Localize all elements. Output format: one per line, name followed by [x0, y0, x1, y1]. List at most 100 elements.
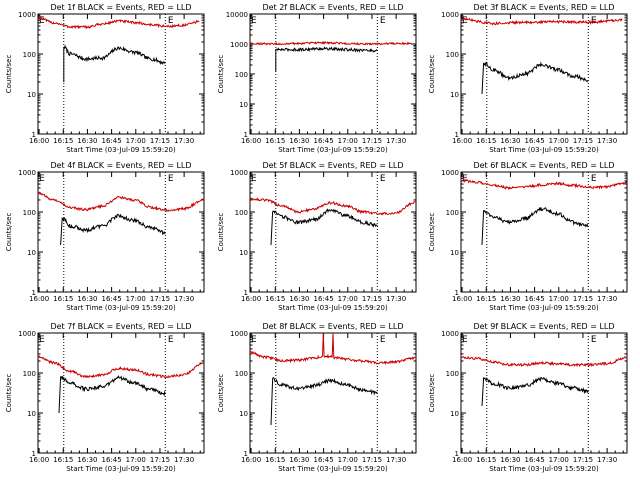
detector-panel-4: Det 4f BLACK = Events, RED = LLD 1 10 100 10… — [5, 161, 205, 312]
event-marker: E — [380, 174, 386, 184]
events-series-line — [481, 207, 589, 246]
y-tick-label: 10 — [239, 249, 248, 257]
x-tick-label: 16:30 — [500, 456, 520, 464]
panel-title: Det 8f BLACK = Events, RED = LLD — [262, 322, 403, 331]
x-tick-label: 16:45 — [314, 456, 334, 464]
y-tick-label: 1000 — [441, 11, 459, 19]
x-tick-label: 16:30 — [289, 456, 309, 464]
event-marker: E — [39, 16, 45, 26]
detector-panel-6: Det 6f BLACK = Events, RED = LLD 1 10 100 10… — [428, 161, 628, 312]
panel-title: Det 6f BLACK = Events, RED = LLD — [473, 161, 614, 170]
y-tick-label: 1000 — [230, 169, 248, 177]
y-tick-label: 1 — [32, 450, 36, 458]
x-axis-label: Start Time (03-Jul-09 15:59:20) — [66, 465, 176, 473]
event-marker: E — [462, 335, 468, 345]
y-tick-label: 10000 — [226, 11, 248, 19]
y-tick-label: 1 — [455, 450, 459, 458]
y-tick-label: 100 — [23, 51, 36, 59]
y-tick-label: 1 — [32, 289, 36, 297]
x-tick-label: 17:00 — [549, 137, 569, 145]
y-tick-label: 100 — [446, 370, 459, 378]
x-tick-label: 17:15 — [150, 137, 170, 145]
event-marker: E — [380, 16, 386, 26]
y-axis-label: Counts/sec — [428, 374, 436, 413]
x-tick-label: 17:15 — [573, 295, 593, 303]
x-tick-label: 17:30 — [597, 137, 617, 145]
events-series-line — [481, 61, 589, 95]
x-tick-label: 16:30 — [77, 456, 97, 464]
y-tick-label: 100 — [23, 370, 36, 378]
y-axis-label: Counts/sec — [217, 374, 225, 413]
y-tick-label: 1000 — [18, 169, 36, 177]
y-axis-label: Counts/sec — [5, 213, 13, 252]
y-tick-label: 10 — [27, 91, 36, 99]
events-series-line — [58, 375, 166, 414]
y-axis-label: Counts/sec — [217, 55, 225, 94]
y-tick-label: 100 — [446, 209, 459, 217]
plot-frame — [460, 171, 628, 293]
x-tick-label: 17:00 — [338, 295, 358, 303]
x-tick-label: 16:45 — [314, 295, 334, 303]
panel-title: Det 3f BLACK = Events, RED = LLD — [473, 3, 614, 12]
x-tick-label: 16:15 — [265, 456, 285, 464]
y-tick-label: 1 — [455, 131, 459, 139]
detector-panel-8: Det 8f BLACK = Events, RED = LLD 1 10 100 10… — [217, 322, 417, 473]
event-marker: E — [168, 174, 174, 184]
y-tick-label: 100 — [446, 51, 459, 59]
x-tick-label: 16:15 — [265, 295, 285, 303]
x-tick-label: 17:15 — [573, 137, 593, 145]
x-axis-label: Start Time (03-Jul-09 15:59:20) — [489, 146, 599, 154]
event-marker: E — [380, 335, 386, 345]
x-tick-label: 16:00 — [452, 456, 472, 464]
plot-frame — [37, 171, 205, 293]
plot-frame — [460, 13, 628, 135]
plot-frame — [249, 171, 417, 293]
y-tick-label: 1000 — [441, 169, 459, 177]
x-tick-label: 16:15 — [53, 137, 73, 145]
event-marker: E — [591, 174, 597, 184]
lld-series-line — [249, 332, 417, 365]
detector-panel-2: Det 2f BLACK = Events, RED = LLD 1 10 100 10… — [217, 3, 417, 154]
x-tick-label: 16:45 — [102, 295, 122, 303]
y-axis-label: Counts/sec — [217, 213, 225, 252]
x-tick-label: 17:30 — [386, 137, 406, 145]
x-tick-label: 16:15 — [476, 295, 496, 303]
x-tick-label: 16:30 — [289, 295, 309, 303]
y-tick-label: 100 — [235, 370, 248, 378]
x-axis-label: Start Time (03-Jul-09 15:59:20) — [489, 465, 599, 473]
x-tick-label: 17:15 — [150, 295, 170, 303]
y-axis-label: Counts/sec — [428, 213, 436, 252]
x-tick-label: 16:00 — [29, 295, 49, 303]
panel-title: Det 5f BLACK = Events, RED = LLD — [262, 161, 403, 170]
x-tick-label: 17:30 — [386, 456, 406, 464]
detector-panel-1: Det 1f BLACK = Events, RED = LLD 1 10 100 10… — [5, 3, 205, 154]
x-axis-label: Start Time (03-Jul-09 15:59:20) — [66, 146, 176, 154]
y-axis-label: Counts/sec — [5, 55, 13, 94]
detector-panel-9: Det 9f BLACK = Events, RED = LLD 1 10 100 10… — [428, 322, 628, 473]
x-tick-label: 17:15 — [362, 456, 382, 464]
plot-frame — [249, 332, 417, 454]
y-tick-label: 10 — [450, 249, 459, 257]
x-tick-label: 16:00 — [452, 137, 472, 145]
x-tick-label: 16:15 — [53, 456, 73, 464]
lld-series-line — [37, 355, 205, 379]
y-tick-label: 100 — [235, 209, 248, 217]
events-series-line — [270, 376, 378, 426]
x-axis-label: Start Time (03-Jul-09 15:59:20) — [278, 304, 388, 312]
y-tick-label: 10 — [27, 410, 36, 418]
event-marker: E — [251, 174, 257, 184]
x-axis-label: Start Time (03-Jul-09 15:59:20) — [278, 465, 388, 473]
x-tick-label: 16:15 — [53, 295, 73, 303]
detector-panel-3: Det 3f BLACK = Events, RED = LLD 1 10 100 10… — [428, 3, 628, 154]
x-tick-label: 17:00 — [126, 295, 146, 303]
events-series-line — [63, 44, 166, 82]
event-marker: E — [168, 335, 174, 345]
y-axis-label: Counts/sec — [428, 55, 436, 94]
x-tick-label: 17:30 — [174, 456, 194, 464]
events-series-line — [270, 208, 378, 246]
panel-title: Det 4f BLACK = Events, RED = LLD — [50, 161, 191, 170]
x-tick-label: 17:30 — [174, 137, 194, 145]
x-tick-label: 17:15 — [362, 295, 382, 303]
y-tick-label: 1000 — [230, 330, 248, 338]
